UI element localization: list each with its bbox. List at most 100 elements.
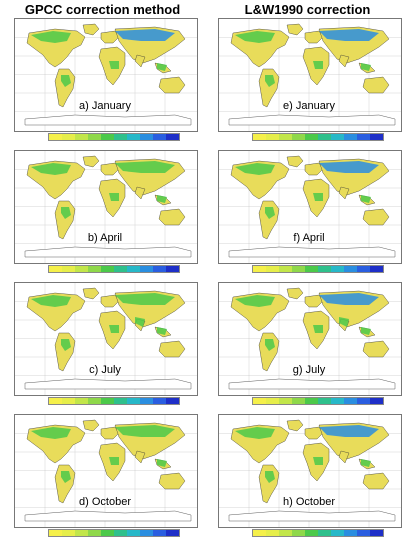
world-map [15, 19, 197, 131]
land-southAmerica [54, 464, 76, 504]
colorbar-swatch [344, 134, 357, 140]
precipitation-correction-field [31, 295, 71, 307]
land-southAmerica [258, 332, 280, 372]
land-antarctica [24, 246, 192, 258]
colorbar [48, 529, 180, 537]
precipitation-map [14, 282, 198, 396]
colorbar-swatch [279, 398, 292, 404]
precipitation-correction-field [31, 163, 71, 175]
land-greenland [82, 419, 100, 432]
precipitation-correction-field [157, 459, 167, 467]
precipitation-correction-field [61, 207, 71, 219]
precipitation-correction-field [319, 293, 379, 305]
colorbar-swatch [114, 530, 127, 536]
land-antarctica [24, 510, 192, 522]
colorbar-swatch [75, 134, 88, 140]
land-india [134, 450, 146, 464]
colorbar-swatch [140, 266, 153, 272]
land-antarctica [24, 378, 192, 390]
colorbar [252, 397, 384, 405]
colorbar-swatch [253, 530, 266, 536]
colorbar-swatch [49, 134, 62, 140]
land-australia [362, 208, 390, 226]
colorbar-swatch [114, 134, 127, 140]
colorbar-swatch [88, 134, 101, 140]
precipitation-correction-field [361, 195, 371, 203]
land-antarctica [24, 114, 192, 126]
precipitation-correction-field [61, 75, 71, 87]
precipitation-correction-field [31, 427, 71, 439]
land-australia [362, 340, 390, 358]
map-panel: f) April [212, 150, 402, 275]
panel-label: g) July [292, 364, 326, 376]
precipitation-correction-field [115, 161, 175, 173]
land-india [134, 186, 146, 200]
land-southAmerica [54, 68, 76, 108]
colorbar-swatch [370, 134, 383, 140]
map-panel: d) October [8, 414, 198, 539]
colorbar-swatch [88, 266, 101, 272]
land-southAmerica [258, 68, 280, 108]
colorbar-swatch [253, 398, 266, 404]
land-australia [362, 76, 390, 94]
colorbar-swatch [292, 530, 305, 536]
precipitation-correction-field [265, 339, 275, 351]
precipitation-map [218, 414, 402, 528]
world-map [219, 415, 401, 527]
world-map [15, 283, 197, 395]
colorbar-swatch [166, 266, 179, 272]
precipitation-correction-field [313, 325, 323, 333]
precipitation-correction-field [235, 427, 275, 439]
colorbar-swatch [49, 530, 62, 536]
precipitation-correction-field [109, 193, 119, 201]
colorbar-swatch [166, 530, 179, 536]
precipitation-correction-field [265, 75, 275, 87]
panel-label: a) January [79, 100, 131, 112]
colorbar-swatch [88, 530, 101, 536]
colorbar-swatch [101, 398, 114, 404]
precipitation-correction-field [157, 63, 167, 71]
colorbar-swatch [101, 530, 114, 536]
precipitation-map [14, 414, 198, 528]
precipitation-correction-field [265, 471, 275, 483]
panel-label: c) July [89, 364, 121, 376]
colorbar-swatch [49, 398, 62, 404]
precipitation-correction-field [235, 163, 275, 175]
land-india [338, 450, 350, 464]
colorbar-swatch [357, 266, 370, 272]
precipitation-correction-field [313, 61, 323, 69]
colorbar [252, 265, 384, 273]
colorbar-swatch [344, 266, 357, 272]
precipitation-correction-field [115, 425, 175, 437]
colorbar-swatch [344, 398, 357, 404]
colorbar-swatch [127, 398, 140, 404]
colorbar-swatch [305, 266, 318, 272]
colorbar-swatch [62, 266, 75, 272]
precipitation-correction-field [235, 295, 275, 307]
precipitation-correction-field [61, 471, 71, 483]
precipitation-correction-field [319, 161, 379, 173]
world-map [219, 19, 401, 131]
precipitation-correction-field [319, 425, 379, 437]
colorbar-swatch [127, 266, 140, 272]
precipitation-correction-field [339, 317, 349, 327]
map-panel: a) January [8, 18, 198, 143]
precipitation-correction-field [361, 63, 371, 71]
colorbar-swatch [114, 398, 127, 404]
colorbar-swatch [127, 530, 140, 536]
colorbar-swatch [266, 398, 279, 404]
land-southAmerica [54, 332, 76, 372]
panel-label: h) October [283, 496, 335, 508]
column-title-lw1990: L&W1990 correction [244, 2, 371, 17]
land-greenland [286, 287, 304, 300]
world-map [15, 151, 197, 263]
colorbar-swatch [292, 266, 305, 272]
colorbar-swatch [140, 134, 153, 140]
colorbar-swatch [75, 398, 88, 404]
colorbar-swatch [88, 398, 101, 404]
colorbar-swatch [253, 134, 266, 140]
colorbar [48, 133, 180, 141]
world-map [15, 415, 197, 527]
colorbar-swatch [266, 266, 279, 272]
land-southAmerica [258, 200, 280, 240]
